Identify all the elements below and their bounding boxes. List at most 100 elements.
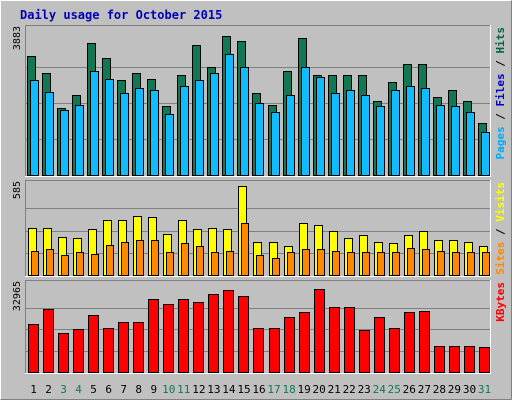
bar-kbytes <box>193 302 204 373</box>
x-tick-label: 26 <box>403 383 416 396</box>
bar-kbytes <box>133 322 144 373</box>
bar-sites <box>91 254 99 276</box>
bar-pages <box>120 93 129 176</box>
bar-sites <box>61 255 69 276</box>
bar-pages <box>466 112 475 176</box>
bar-kbytes <box>163 304 174 373</box>
bar-kbytes <box>464 346 475 373</box>
bar-sites <box>181 243 189 276</box>
bar-kbytes <box>449 346 460 373</box>
panel-kbytes: 32965 KBytes <box>12 280 507 374</box>
bar-kbytes <box>479 347 490 373</box>
bar-pages <box>346 90 355 176</box>
bar-sites <box>136 240 144 276</box>
bar-sites <box>347 252 355 276</box>
bar-sites <box>211 252 219 276</box>
bar-kbytes <box>43 309 54 373</box>
x-tick-label: 4 <box>75 383 82 396</box>
bar-kbytes <box>28 324 39 373</box>
bar-pages <box>240 67 249 176</box>
bar-sites <box>437 251 445 276</box>
y-max-label: 3883 <box>12 26 23 50</box>
x-tick-label: 21 <box>328 383 341 396</box>
x-tick-label: 28 <box>433 383 446 396</box>
bar-pages <box>135 88 144 176</box>
bar-pages <box>45 92 54 176</box>
x-tick-label: 8 <box>135 383 142 396</box>
series-legend-label: Sites / Visits <box>494 182 507 275</box>
x-tick-label: 25 <box>388 383 401 396</box>
x-tick-label: 9 <box>150 383 157 396</box>
x-tick-label: 10 <box>162 383 175 396</box>
bar-pages <box>30 80 39 176</box>
bar-sites <box>196 246 204 276</box>
x-tick-label: 16 <box>252 383 265 396</box>
x-tick-label: 22 <box>343 383 356 396</box>
bar-kbytes <box>73 329 84 373</box>
legend-part: KBytes <box>494 282 507 322</box>
x-tick-label: 31 <box>478 383 491 396</box>
bar-sites <box>407 248 415 276</box>
bar-pages <box>316 77 325 176</box>
x-tick-label: 30 <box>463 383 476 396</box>
bar-kbytes <box>208 294 219 373</box>
bar-pages <box>195 80 204 176</box>
x-tick-label: 7 <box>120 383 127 396</box>
x-tick-label: 18 <box>282 383 295 396</box>
x-tick-label: 27 <box>418 383 431 396</box>
bar-kbytes <box>299 312 310 373</box>
bar-sites <box>241 223 249 276</box>
legend-part: Sites <box>494 242 507 275</box>
bar-kbytes <box>103 328 114 373</box>
bar-sites <box>332 251 340 276</box>
x-tick-label: 15 <box>237 383 250 396</box>
bar-sites <box>287 252 295 276</box>
bar-sites <box>272 258 280 276</box>
bar-kbytes <box>238 296 249 373</box>
bar-sites <box>302 249 310 276</box>
x-tick-label: 14 <box>222 383 236 396</box>
bar-kbytes <box>253 328 264 373</box>
legend-part: / <box>494 222 507 242</box>
bar-pages <box>421 88 430 176</box>
legend-part: / <box>494 54 507 74</box>
bar-kbytes <box>389 328 400 373</box>
legend-part: Pages <box>494 126 507 159</box>
bar-pages <box>451 106 460 176</box>
legend-part: Visits <box>494 182 507 222</box>
bar-kbytes <box>223 290 234 373</box>
bar-sites <box>452 252 460 276</box>
legend-part: / <box>494 107 507 127</box>
bar-kbytes <box>404 312 415 373</box>
x-tick-label: 20 <box>312 383 325 396</box>
bar-kbytes <box>118 322 129 373</box>
bar-kbytes <box>344 307 355 373</box>
x-tick-label: 12 <box>192 383 205 396</box>
x-tick-label: 24 <box>373 383 387 396</box>
bar-sites <box>467 252 475 276</box>
series-legend-label: Pages / Files / Hits <box>494 27 507 160</box>
bar-kbytes <box>314 289 325 373</box>
bar-kbytes <box>374 317 385 373</box>
bar-kbytes <box>269 328 280 373</box>
bar-pages <box>60 110 69 176</box>
bar-sites <box>377 252 385 276</box>
x-tick-label: 11 <box>177 383 190 396</box>
bar-pages <box>105 79 114 176</box>
chart-title: Daily usage for October 2015 <box>20 8 222 22</box>
bar-pages <box>255 103 264 176</box>
bar-kbytes <box>88 315 99 373</box>
x-tick-label: 29 <box>448 383 461 396</box>
bar-pages <box>301 67 310 176</box>
y-max-label: 32965 <box>12 281 23 311</box>
bar-pages <box>436 105 445 176</box>
bar-pages <box>376 106 385 176</box>
bar-sites <box>46 249 54 276</box>
bar-kbytes <box>434 346 445 373</box>
bar-kbytes <box>178 299 189 373</box>
legend-part: Hits <box>494 27 507 54</box>
bar-pages <box>361 95 370 176</box>
bar-pages <box>391 90 400 176</box>
bar-pages <box>210 73 219 176</box>
